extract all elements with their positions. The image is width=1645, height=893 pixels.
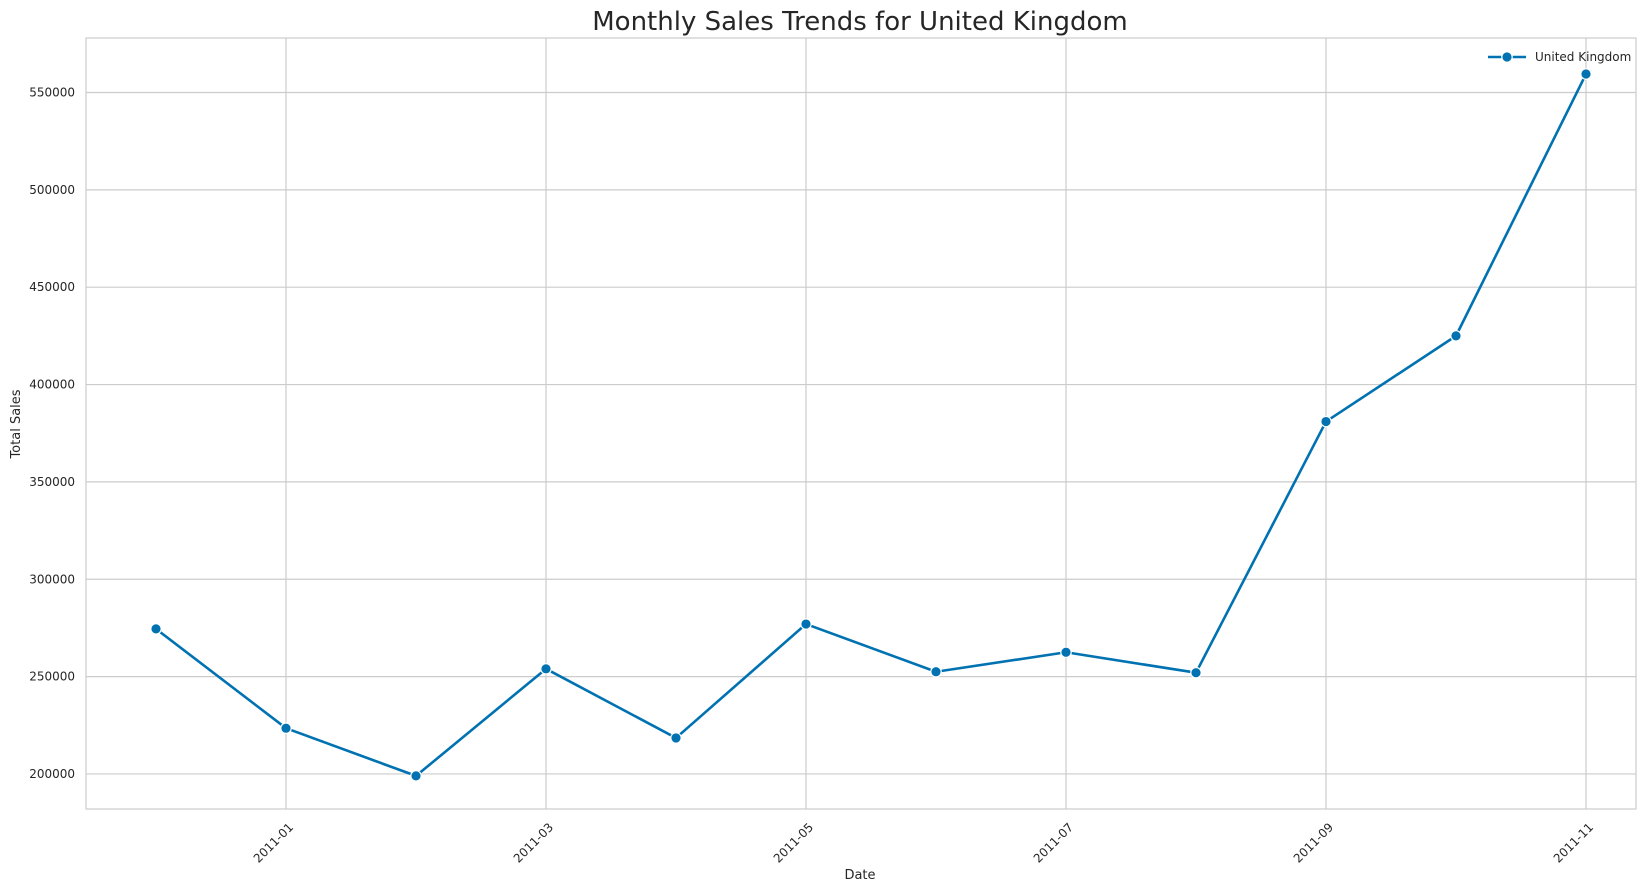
y-tick-label: 500000 [29, 183, 75, 197]
data-point [150, 623, 162, 635]
data-point [670, 732, 682, 744]
data-point [1580, 68, 1592, 80]
y-tick-label: 400000 [29, 378, 75, 392]
data-point [280, 722, 292, 735]
y-axis-label: Total Sales [9, 389, 24, 459]
x-tick-label: 2011-05 [771, 820, 816, 865]
data-point [1060, 646, 1072, 659]
x-axis-ticks: 2011-01 2011-03 2011-05 2011-07 2011-09 2011-… [251, 820, 1596, 865]
data-point [540, 663, 552, 675]
plot-area [85, 37, 1637, 810]
y-axis-ticks: 200000 250000 300000 350000 400000 450000 5000… [29, 86, 75, 781]
x-tick-label: 2011-07 [1031, 820, 1076, 865]
legend-marker [1501, 51, 1513, 63]
data-point [1320, 415, 1332, 428]
x-tick-label: 2011-11 [1551, 820, 1596, 865]
data-point [1190, 666, 1202, 679]
x-tick-label: 2011-09 [1291, 820, 1336, 865]
x-axis-label: Date [844, 868, 875, 883]
y-tick-label: 200000 [29, 767, 75, 781]
y-tick-label: 250000 [29, 670, 75, 684]
x-tick-label: 2011-03 [511, 820, 556, 865]
chart-title: Monthly Sales Trends for United Kingdom [592, 7, 1128, 37]
data-point [1450, 330, 1462, 342]
series-line [154, 72, 1588, 778]
y-tick-label: 350000 [29, 475, 75, 489]
y-tick-label: 300000 [29, 572, 75, 586]
chart-legend: United Kingdom [1488, 50, 1631, 64]
data-point [930, 665, 942, 678]
data-point [800, 618, 812, 630]
grid-lines [86, 38, 1636, 809]
data-point [410, 770, 422, 782]
series-group [150, 68, 1592, 782]
y-tick-label: 550000 [29, 86, 75, 100]
legend-label: United Kingdom [1535, 50, 1631, 64]
x-tick-label: 2011-01 [251, 820, 296, 865]
y-tick-label: 450000 [29, 280, 75, 294]
